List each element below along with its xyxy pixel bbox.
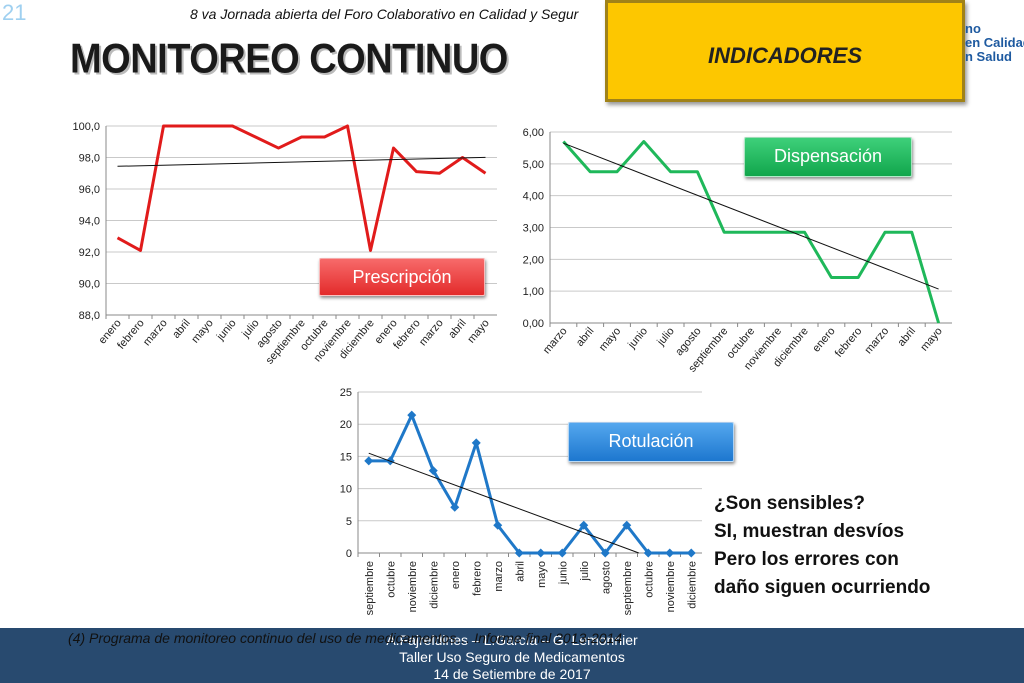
footnote: (4) Programa de monitoreo continuo del u… bbox=[68, 630, 623, 646]
rotulacion-chart: 0 5 10 15 20 25 septiembre octubre noviembre dici… bbox=[340, 387, 702, 615]
footer-authors: A.Fajreldines – L.García – G. Lemonnier bbox=[386, 632, 638, 648]
y-tick-label: 0,00 bbox=[523, 318, 544, 330]
y-tick-label: 4,00 bbox=[523, 191, 544, 203]
data-point bbox=[622, 520, 632, 530]
data-point bbox=[557, 548, 567, 558]
y-tick-label: 3,00 bbox=[523, 223, 544, 235]
x-tick-label: noviembre bbox=[407, 561, 419, 612]
trendline bbox=[117, 156, 486, 167]
y-tick-label: 25 bbox=[340, 387, 352, 399]
dispensacion-badge: Dispensación bbox=[744, 137, 912, 177]
series-line bbox=[116, 124, 487, 252]
question-line-3: Pero los errores con bbox=[714, 549, 899, 570]
footer-bar bbox=[0, 628, 1024, 683]
y-tick-label: 100,0 bbox=[72, 121, 100, 133]
question-line-4: daño siguen ocurriendo bbox=[714, 577, 931, 598]
y-tick-label: 0 bbox=[346, 548, 352, 560]
trendline bbox=[563, 142, 939, 290]
x-tick-label: mayo bbox=[536, 561, 548, 588]
data-point bbox=[579, 520, 589, 530]
x-tick-label: julio bbox=[654, 325, 676, 348]
x-tick-label: mayo bbox=[465, 317, 491, 345]
footer-date: 14 de Setiembre de 2017 bbox=[433, 666, 591, 682]
y-tick-label: 90,0 bbox=[79, 279, 100, 291]
data-point bbox=[665, 548, 675, 558]
y-tick-label: 94,0 bbox=[79, 216, 100, 228]
x-tick-label: junio bbox=[557, 561, 569, 585]
x-tick-label: mayo bbox=[597, 325, 623, 353]
x-tick-label: septiembre bbox=[364, 561, 376, 615]
rotulacion-badge: Rotulación bbox=[568, 422, 734, 462]
event-header: 8 va Jornada abierta del Foro Colaborati… bbox=[190, 6, 579, 22]
data-point bbox=[600, 548, 610, 558]
x-tick-label: febrero bbox=[471, 561, 483, 596]
x-tick-label: abril bbox=[574, 325, 597, 349]
y-tick-label: 20 bbox=[340, 419, 352, 431]
slide-number: 21 bbox=[2, 0, 27, 25]
y-tick-label: 98,0 bbox=[79, 153, 100, 165]
x-tick-label: abril bbox=[896, 325, 919, 349]
footer-credits: A.Fajreldines – L.García – G. Lemonnier … bbox=[0, 632, 1024, 683]
x-tick-label: marzo bbox=[541, 325, 570, 356]
data-point bbox=[407, 410, 417, 420]
data-point bbox=[428, 466, 438, 476]
data-point bbox=[493, 520, 503, 530]
indicators-label: INDICADORES bbox=[707, 43, 862, 68]
conclusion-text: ¿Son sensibles? SI, muestran desvíos Per… bbox=[714, 490, 930, 602]
x-tick-label: noviembre bbox=[665, 561, 677, 612]
x-tick-label: octubre bbox=[385, 561, 397, 598]
x-tick-label: mayo bbox=[918, 325, 944, 353]
x-tick-label: marzo bbox=[862, 325, 891, 356]
y-tick-label: 96,0 bbox=[79, 184, 100, 196]
question-line-2: SI, muestran desvíos bbox=[714, 521, 905, 542]
x-tick-label: abril bbox=[514, 561, 526, 582]
page-title: MONITOREO CONTINUO bbox=[70, 36, 508, 83]
x-tick-label: agosto bbox=[600, 561, 612, 594]
prescripcion-badge: Prescripción bbox=[319, 258, 485, 296]
series-line bbox=[368, 413, 692, 555]
x-tick-label: febrero bbox=[833, 325, 865, 359]
series-line bbox=[562, 140, 941, 324]
y-tick-label: 88,0 bbox=[79, 310, 100, 322]
x-tick-label: marzo bbox=[417, 317, 446, 348]
y-tick-label: 5,00 bbox=[523, 159, 544, 171]
y-tick-label: 6,00 bbox=[523, 127, 544, 139]
y-tick-label: 5 bbox=[346, 516, 352, 528]
x-tick-label: junio bbox=[625, 325, 650, 351]
data-point bbox=[514, 548, 524, 558]
data-point bbox=[686, 548, 696, 558]
y-tick-label: 92,0 bbox=[79, 247, 100, 259]
y-tick-label: 1,00 bbox=[523, 286, 544, 298]
x-tick-label: enero bbox=[450, 561, 462, 589]
x-tick-label: junio bbox=[214, 317, 239, 343]
x-tick-label: septiembre bbox=[622, 561, 634, 615]
data-point bbox=[450, 502, 460, 512]
data-point bbox=[536, 548, 546, 558]
footer-workshop: Taller Uso Seguro de Medicamentos bbox=[399, 649, 625, 665]
x-tick-label: diciembre bbox=[428, 561, 440, 609]
data-point bbox=[643, 548, 653, 558]
y-tick-label: 2,00 bbox=[523, 254, 544, 266]
x-tick-label: mayo bbox=[189, 317, 215, 345]
x-tick-label: diciembre bbox=[686, 561, 698, 609]
y-tick-label: 10 bbox=[340, 484, 352, 496]
question-line-1: ¿Son sensibles? bbox=[714, 493, 865, 514]
x-tick-label: octubre bbox=[643, 561, 655, 598]
x-tick-label: marzo bbox=[493, 561, 505, 592]
data-point bbox=[471, 438, 481, 448]
logo: no en Calidad n Salud bbox=[965, 21, 1024, 64]
indicators-box: INDICADORES bbox=[605, 0, 965, 102]
x-tick-label: julio bbox=[579, 561, 591, 582]
trendline bbox=[368, 452, 639, 554]
y-tick-label: 15 bbox=[340, 451, 352, 463]
data-point bbox=[364, 456, 374, 466]
prescripcion-chart: 88,090,092,094,096,098,0100,0enerofebrer… bbox=[72, 121, 497, 367]
x-tick-label: marzo bbox=[141, 317, 170, 348]
